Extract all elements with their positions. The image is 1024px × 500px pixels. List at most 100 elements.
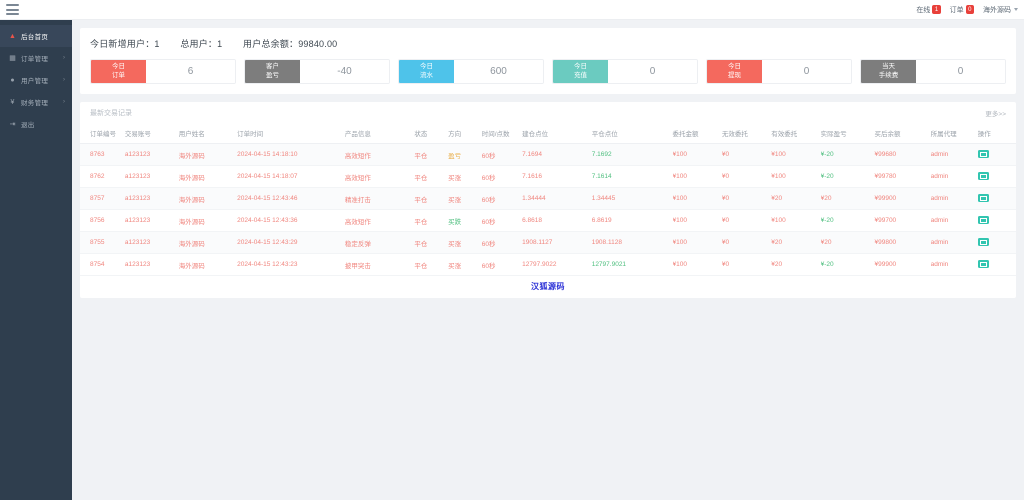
more-link[interactable]: 更多>> (985, 111, 1006, 118)
stat-card-label: 今日 充值 (553, 60, 608, 83)
column-header-user: 用户姓名 (178, 123, 238, 144)
view-detail-icon[interactable] (977, 260, 989, 269)
stat-card-value: 600 (454, 60, 543, 83)
sidebar-item-dashboard[interactable]: ▲ 后台首页 (0, 25, 72, 47)
cell-agent: admin (930, 209, 978, 232)
stat-card-today-deposit[interactable]: 今日 充值 0 (552, 59, 698, 84)
cell-user: 海外源码 (178, 253, 238, 276)
cell-close-price: 7.1614 (591, 165, 673, 188)
home-icon: ▲ (9, 32, 16, 40)
cell-duration: 60秒 (481, 209, 523, 232)
cell-account: a123123 (124, 143, 179, 166)
stat-card-value: 0 (916, 60, 1005, 83)
cell-status: 平仓 (414, 165, 449, 188)
header-actions: 在线 1 订单 0 海外源码 (916, 5, 1018, 15)
main-content: 今日新增用户：1 总用户：1 用户总余额：99840.00 今日 订单 6 客户… (72, 20, 1024, 500)
cell-direction: 买跌 (448, 209, 482, 232)
cell-account: a123123 (124, 253, 179, 276)
cell-product: 稳定反弹 (344, 231, 415, 254)
sidebar: ▲ 后台首页 ▦ 订单管理 › ● 用户管理 › ¥ 财务管理 › ⇥ 退出 (0, 20, 72, 500)
cell-actions (977, 253, 1016, 276)
user-icon: ● (10, 76, 15, 84)
column-header-status: 状态 (414, 123, 449, 144)
cell-open-price: 7.1616 (522, 165, 592, 188)
cell-status: 平仓 (414, 187, 449, 210)
cell-balance: ¥99680 (874, 143, 931, 166)
sidebar-item-user-management[interactable]: ● 用户管理 › (0, 69, 72, 91)
cell-status: 平仓 (414, 253, 449, 276)
column-header-direction: 方向 (448, 123, 482, 144)
cell-open-price: 1908.1127 (522, 231, 592, 254)
cell-direction: 买涨 (448, 187, 482, 210)
stat-card-label-line2: 盈亏 (266, 71, 279, 79)
cell-close-price: 1908.1128 (591, 231, 673, 254)
column-header-valid: 有效委托 (771, 123, 821, 144)
view-detail-icon[interactable] (977, 194, 989, 203)
cell-actions (977, 231, 1016, 254)
column-header-balance: 买后余额 (874, 123, 931, 144)
view-detail-icon[interactable] (977, 216, 989, 225)
orders-badge: 0 (965, 5, 974, 14)
column-header-close-price: 平仓点位 (591, 123, 673, 144)
cell-invalid-order: ¥0 (721, 143, 772, 166)
table-row[interactable]: 8754 a123123 海外源码 2024-04-15 12:43:23 披甲突击 平仓… (80, 253, 1016, 276)
stat-card-today-withdraw[interactable]: 今日 提现 0 (706, 59, 852, 84)
user-menu[interactable]: 海外源码 (983, 5, 1018, 15)
stat-card-customer-pnl[interactable]: 客户 盈亏 -40 (244, 59, 390, 84)
new-users-today: 今日新增用户：1 (90, 39, 160, 49)
statistics-panel: 今日新增用户：1 总用户：1 用户总余额：99840.00 今日 订单 6 客户… (80, 28, 1016, 94)
transactions-title: 最新交易记录 (90, 110, 132, 117)
cell-account: a123123 (124, 209, 179, 232)
sidebar-item-label: 后台首页 (21, 34, 49, 41)
transactions-panel: 最新交易记录 更多>> 订单编号 交易账号 用户姓名 订单时间 产品信息 状态 … (80, 102, 1016, 298)
table-row[interactable]: 8756 a123123 海外源码 2024-04-15 12:43:36 高效短作 平仓… (80, 209, 1016, 232)
cell-invalid-order: ¥0 (721, 187, 772, 210)
total-user-balance: 用户总余额：99840.00 (243, 39, 338, 49)
column-header-time: 订单时间 (237, 123, 345, 144)
cell-balance: ¥99900 (874, 187, 931, 210)
cell-close-price: 1.34445 (591, 187, 673, 210)
cell-close-price: 12797.9021 (591, 253, 673, 276)
stat-card-label-line1: 今日 (112, 63, 125, 71)
cell-invalid-order: ¥0 (721, 165, 772, 188)
online-users-label: 在线 (916, 6, 931, 14)
sidebar-item-finance-management[interactable]: ¥ 财务管理 › (0, 91, 72, 113)
cell-actions (977, 165, 1016, 188)
view-detail-icon[interactable] (977, 172, 989, 181)
cell-open-price: 7.1694 (522, 143, 592, 166)
stat-card-today-fee[interactable]: 当天 手续费 0 (860, 59, 1006, 84)
table-row[interactable]: 8762 a123123 海外源码 2024-04-15 14:18:07 高效短作 平仓… (80, 165, 1016, 188)
table-header-row: 订单编号 交易账号 用户姓名 订单时间 产品信息 状态 方向 时间/点数 建仓点… (80, 123, 1016, 144)
table-row[interactable]: 8755 a123123 海外源码 2024-04-15 12:43:29 稳定反弹 平仓… (80, 231, 1016, 254)
chevron-right-icon: › (63, 55, 65, 61)
sidebar-item-order-management[interactable]: ▦ 订单管理 › (0, 47, 72, 69)
view-detail-icon[interactable] (977, 238, 989, 247)
stat-card-today-orders[interactable]: 今日 订单 6 (90, 59, 236, 84)
cell-profit: ¥-20 (820, 165, 875, 188)
stat-card-today-turnover[interactable]: 今日 流水 600 (398, 59, 544, 84)
column-header-profit: 实际盈亏 (820, 123, 875, 144)
view-detail-icon[interactable] (977, 150, 989, 159)
cell-order-no: 8756 (80, 209, 125, 232)
table-row[interactable]: 8763 a123123 海外源码 2024-04-15 14:18:10 高效短作 平仓… (80, 143, 1016, 166)
cell-order-amount: ¥100 (672, 231, 722, 254)
online-users-indicator[interactable]: 在线 1 (916, 5, 941, 15)
cell-order-no: 8755 (80, 231, 125, 254)
cell-agent: admin (930, 143, 978, 166)
cell-close-price: 7.1692 (591, 143, 673, 166)
cell-balance: ¥99700 (874, 209, 931, 232)
cell-time: 2024-04-15 14:18:10 (237, 143, 345, 166)
cell-valid-order: ¥20 (771, 231, 821, 254)
chevron-right-icon: › (63, 77, 65, 83)
total-users: 总用户：1 (180, 39, 223, 49)
cell-actions (977, 143, 1016, 166)
stat-card-label: 当天 手续费 (861, 60, 916, 83)
sidebar-item-logout[interactable]: ⇥ 退出 (0, 113, 72, 135)
hamburger-icon[interactable] (6, 4, 19, 15)
cell-order-no: 8757 (80, 187, 125, 210)
cell-profit: ¥-20 (820, 143, 875, 166)
cell-product: 高效短作 (344, 143, 415, 166)
table-row[interactable]: 8757 a123123 海外源码 2024-04-15 12:43:46 精准打击 平仓… (80, 187, 1016, 210)
orders-indicator[interactable]: 订单 0 (950, 5, 974, 15)
cell-account: a123123 (124, 165, 179, 188)
